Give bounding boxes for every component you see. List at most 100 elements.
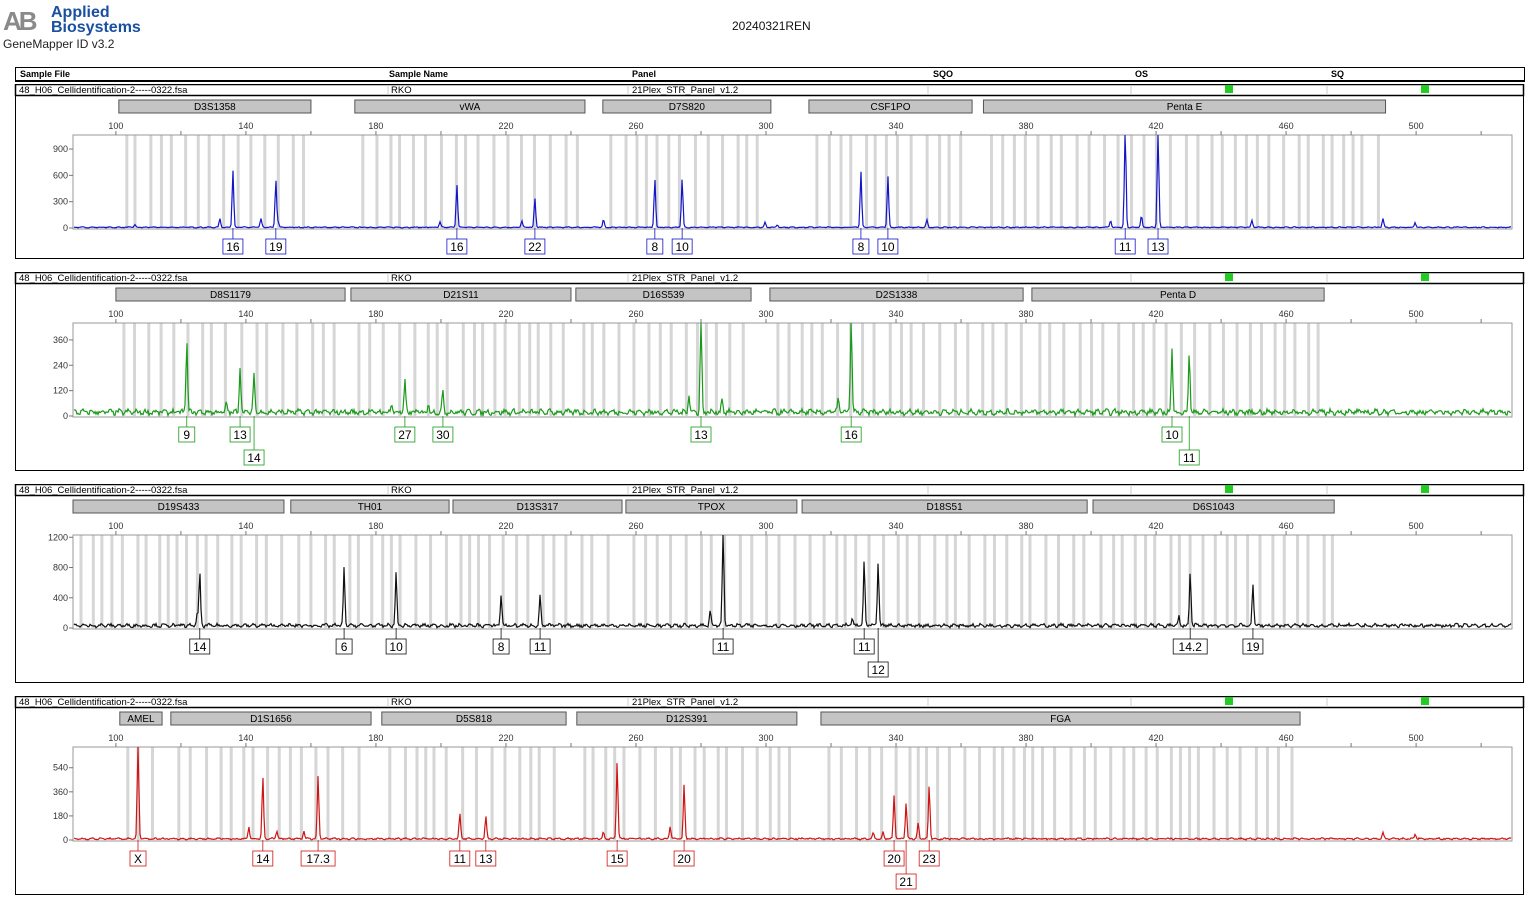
allele-bin [953,323,957,416]
allele-bin [476,135,480,228]
allele-bin [1062,323,1066,416]
allele-bin [849,135,853,228]
marker-TPOX [625,499,798,514]
marker-D13S317 [452,499,623,514]
marker-label: D3S1358 [194,102,236,113]
allele-bin [1044,535,1048,628]
allele-bin [1196,747,1200,840]
allele-bin [1109,747,1113,840]
allele-bin [1306,535,1310,628]
allele-bin [1307,323,1311,416]
allele-bin [324,535,328,628]
allele-bin [1130,135,1134,228]
x-tick-label: 460 [1279,733,1294,743]
allele-bin [276,135,280,228]
allele-bin [413,323,417,416]
allele-bin [1212,747,1216,840]
allele-label: 23 [923,852,937,866]
allele-bin [332,323,336,416]
plot-area [72,534,1513,630]
allele-bin [1005,535,1009,628]
allele-bin [532,135,536,228]
allele-bin [810,323,814,416]
logo-mark: AB [3,6,38,36]
allele-bin [839,135,843,228]
allele-bin [632,323,636,416]
allele-bin [1142,135,1146,228]
allele-bin [695,323,699,416]
allele-bin [1290,747,1294,840]
allele-bin [415,747,419,840]
marker-D3S1358 [118,99,312,114]
allele-bin [793,535,797,628]
allele-bin [1049,135,1053,228]
allele-label-box [222,238,244,255]
allele-bin [444,747,448,840]
allele-bin [1038,323,1042,416]
allele-bin [1225,747,1229,840]
allele-bin [321,323,325,416]
marker-D19S433 [72,499,285,514]
allele-bin [185,535,189,628]
x-tick-label: 180 [368,521,383,531]
allele-bin [1153,535,1157,628]
allele-bin [1178,747,1182,840]
allele-bin [429,535,433,628]
allele-label-box [300,850,336,867]
allele-bin [288,747,292,840]
allele-bin [348,535,352,628]
allele-label: 14 [247,451,261,465]
allele-bin [172,323,176,416]
allele-bin [398,535,402,628]
allele-bin [169,135,173,228]
allele-bin [493,323,497,416]
x-tick-label: 260 [628,121,643,131]
x-tick-label: 500 [1409,733,1424,743]
allele-label-box [1161,426,1183,443]
marker-label: TPOX [698,502,726,513]
allele-bin [1351,135,1355,228]
allele-bin [356,535,360,628]
y-tick-label: 900 [53,144,68,154]
allele-bin [808,535,812,628]
allele-bin [755,747,759,840]
allele-bin [147,323,151,416]
allele-bin [669,535,673,628]
allele-bin [983,535,987,628]
allele-bin [122,323,126,416]
allele-bin [667,135,671,228]
allele-label: 9 [183,428,190,442]
allele-bin [839,747,843,840]
allele-bin [1244,135,1248,228]
allele-bin [236,135,240,228]
allele-bin [125,135,129,228]
allele-bin [1132,323,1136,416]
allele-bin [1221,323,1225,416]
allele-bin [357,323,361,416]
allele-bin [297,535,301,628]
allele-bin [947,135,951,228]
allele-bin [239,535,243,628]
y-tick-label: 360 [53,787,68,797]
panel-name: 21Plex_STR_Panel_v1.2 [632,273,738,284]
allele-bin [216,535,220,628]
allele-bin [750,535,754,628]
allele-label: 27 [398,428,412,442]
allele-bin [314,747,318,840]
allele-bin [1267,135,1271,228]
allele-bin [223,323,227,416]
allele-label: 19 [269,240,283,254]
marker-label: FGA [1050,714,1071,725]
allele-bin [1133,535,1137,628]
sq-status-icon [1421,485,1429,493]
marker-Penta-D [1031,287,1325,302]
allele-bin [1297,135,1301,228]
allele-bin [506,135,510,228]
allele-bin [1233,135,1237,228]
x-tick-label: 500 [1409,309,1424,319]
sq-status-icon [1421,85,1429,93]
allele-bin [693,747,697,840]
allele-bin [741,323,745,416]
x-tick-label: 220 [498,309,513,319]
allele-bin [1259,323,1263,416]
